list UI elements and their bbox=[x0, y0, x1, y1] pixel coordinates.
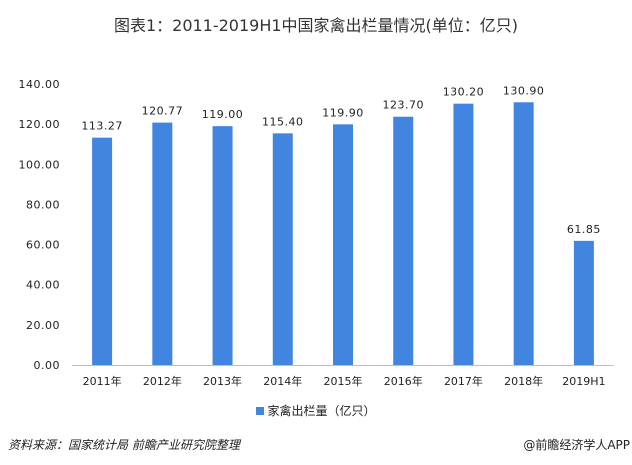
x-tick-label: 2018年 bbox=[504, 374, 543, 388]
data-label: 130.20 bbox=[443, 86, 485, 99]
data-label: 130.90 bbox=[503, 84, 545, 97]
data-label: 120.77 bbox=[142, 105, 184, 118]
y-tick-label: 20.00 bbox=[26, 319, 60, 332]
credit: @前瞻经济学人APP bbox=[523, 438, 630, 452]
legend: 家禽出栏量（亿只） bbox=[0, 402, 632, 419]
data-label: 115.40 bbox=[262, 115, 304, 128]
y-tick-label: 140.00 bbox=[19, 78, 61, 91]
source-note: 资料来源：国家统计局 前瞻产业研究院整理 bbox=[8, 438, 240, 452]
bar bbox=[513, 102, 534, 365]
x-tick-label: 2016年 bbox=[384, 374, 423, 388]
y-tick-label: 80.00 bbox=[26, 198, 60, 211]
bar bbox=[212, 126, 233, 366]
data-label: 113.27 bbox=[81, 120, 123, 133]
y-tick-label: 100.00 bbox=[19, 158, 61, 171]
bar bbox=[333, 124, 353, 366]
x-tick-label: 2017年 bbox=[444, 374, 483, 388]
y-tick-label: 120.00 bbox=[19, 118, 61, 131]
x-tick-label: 2015年 bbox=[324, 374, 363, 388]
x-tick-label: 2013年 bbox=[203, 374, 242, 388]
x-tick-label: 2011年 bbox=[83, 374, 122, 388]
x-tick-label: 2019H1 bbox=[562, 375, 605, 388]
chart-title: 图表1：2011-2019H1中国家禽出栏量情况(单位：亿只) bbox=[113, 16, 519, 35]
data-label: 119.90 bbox=[322, 106, 364, 119]
bar bbox=[92, 137, 113, 365]
y-tick-label: 60.00 bbox=[26, 239, 60, 252]
bar bbox=[393, 116, 414, 365]
x-tick-label: 2014年 bbox=[263, 374, 302, 388]
data-label: 119.00 bbox=[202, 108, 244, 121]
y-tick-label: 0.00 bbox=[34, 359, 61, 372]
legend-swatch bbox=[256, 407, 265, 415]
bar bbox=[573, 240, 594, 365]
y-tick-label: 40.00 bbox=[26, 279, 60, 292]
bar bbox=[453, 103, 474, 366]
legend-label: 家禽出栏量（亿只） bbox=[267, 404, 376, 418]
bar bbox=[272, 133, 293, 365]
data-label: 123.70 bbox=[382, 99, 424, 112]
bar bbox=[152, 122, 173, 366]
data-label: 61.85 bbox=[567, 223, 601, 236]
x-tick-label: 2012年 bbox=[143, 374, 182, 388]
